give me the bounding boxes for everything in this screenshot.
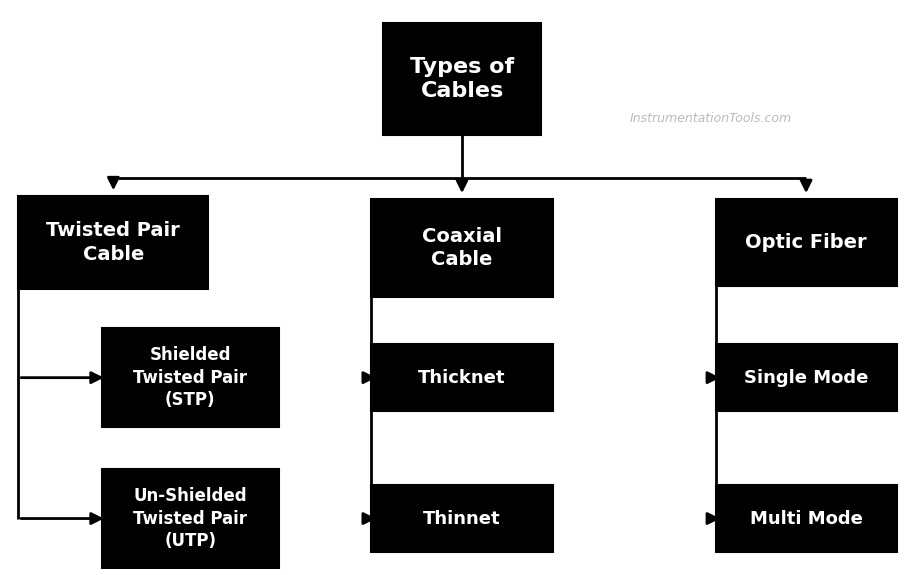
FancyBboxPatch shape <box>371 485 553 553</box>
Text: Multi Mode: Multi Mode <box>749 509 862 527</box>
Text: Optic Fiber: Optic Fiber <box>746 233 867 252</box>
Text: Single Mode: Single Mode <box>744 369 869 386</box>
FancyBboxPatch shape <box>102 328 279 427</box>
FancyBboxPatch shape <box>102 469 279 568</box>
Text: Thinnet: Thinnet <box>423 509 501 527</box>
Text: Shielded
Twisted Pair
(STP): Shielded Twisted Pair (STP) <box>133 347 248 409</box>
FancyBboxPatch shape <box>383 22 541 135</box>
Text: Twisted Pair
Cable: Twisted Pair Cable <box>46 221 180 264</box>
FancyBboxPatch shape <box>18 196 209 289</box>
Text: Thicknet: Thicknet <box>419 369 505 386</box>
FancyBboxPatch shape <box>715 485 896 553</box>
FancyBboxPatch shape <box>371 199 553 297</box>
Text: Un-Shielded
Twisted Pair
(UTP): Un-Shielded Twisted Pair (UTP) <box>133 488 248 550</box>
Text: Coaxial
Cable: Coaxial Cable <box>422 227 502 269</box>
FancyBboxPatch shape <box>715 344 896 412</box>
FancyBboxPatch shape <box>371 344 553 412</box>
FancyBboxPatch shape <box>715 199 896 286</box>
Text: InstrumentationTools.com: InstrumentationTools.com <box>629 112 792 125</box>
Text: Types of
Cables: Types of Cables <box>410 56 514 101</box>
